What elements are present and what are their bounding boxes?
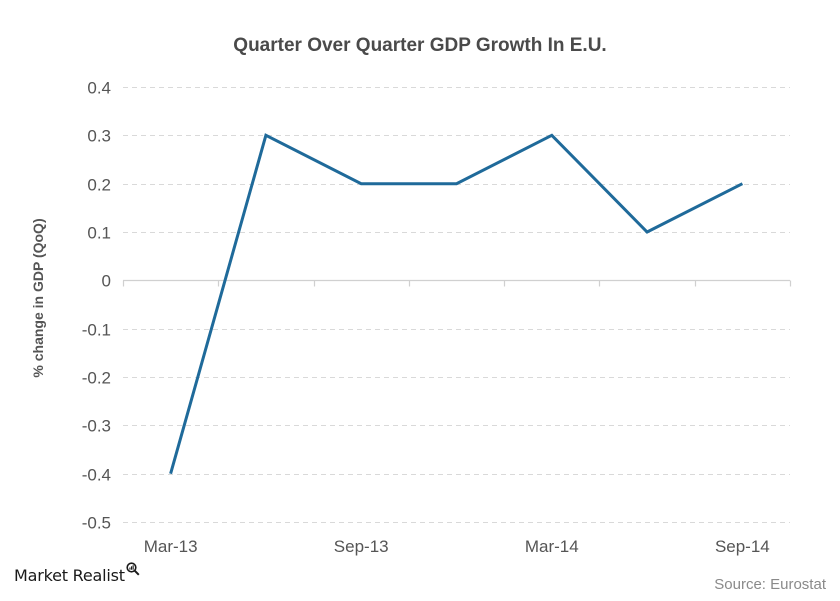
series-line [169,133,744,475]
x-tick-label: Sep-13 [334,537,389,556]
magnifier-chart-icon [126,561,140,576]
y-tick-label: -0.5 [82,514,111,533]
chart-title: Quarter Over Quarter GDP Growth In E.U. [233,35,606,56]
y-tick-label: -0.3 [82,417,111,436]
y-tick-label: -0.2 [82,369,111,388]
y-tick-label: 0 [102,272,111,291]
x-axis-ticks: Mar-13 Sep-13 Mar-14 Sep-14 [144,537,770,556]
y-tick-label: 0.1 [87,224,111,243]
x-tick-label: Sep-14 [715,537,770,556]
brand-logo: Market Realist [14,562,140,585]
x-axis [122,279,792,287]
series-layer [169,133,744,475]
source-note: Source: Eurostat [714,576,826,593]
y-tick-label: 0.2 [87,176,111,195]
y-tick-label: 0.3 [87,127,111,146]
x-tick-label: Mar-14 [525,537,579,556]
y-tick-label: -0.4 [82,466,111,485]
y-axis-ticks: 0.4 0.3 0.2 0.1 0 -0.1 -0.2 -0.3 -0.4 -0.5 [82,79,111,533]
x-tick-label: Mar-13 [144,537,198,556]
gridlines [123,87,790,523]
y-tick-label: 0.4 [87,79,111,98]
y-axis-label: % change in GDP (QoQ) [30,218,46,377]
brand-name: Market Realist [14,566,125,585]
y-tick-label: -0.1 [82,321,111,340]
